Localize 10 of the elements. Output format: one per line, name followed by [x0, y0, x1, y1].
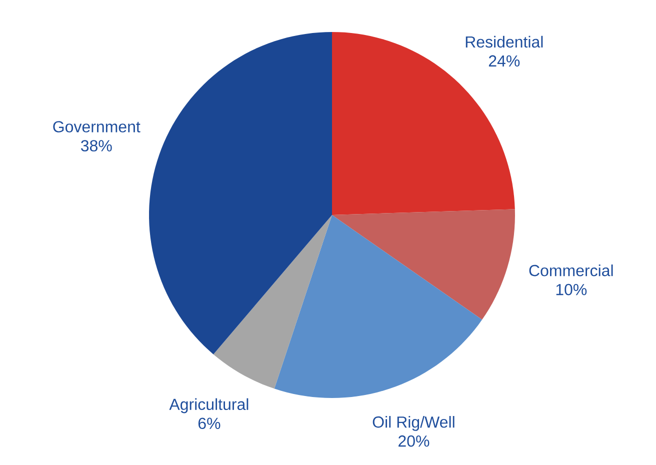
- data-label: 10%: [556, 284, 587, 296]
- slice-label: Commercial: [529, 264, 613, 276]
- slice-label: Oil Rig/Well: [372, 416, 454, 431]
- slice-label: Residential: [466, 36, 543, 48]
- data-label: 6%: [198, 418, 220, 430]
- data-label: 24%: [488, 55, 520, 67]
- slice-label: Government: [53, 121, 140, 132]
- slice-label: Agricultural: [169, 398, 248, 414]
- data-label: 20%: [398, 435, 430, 447]
- data-label: 38%: [81, 140, 112, 152]
